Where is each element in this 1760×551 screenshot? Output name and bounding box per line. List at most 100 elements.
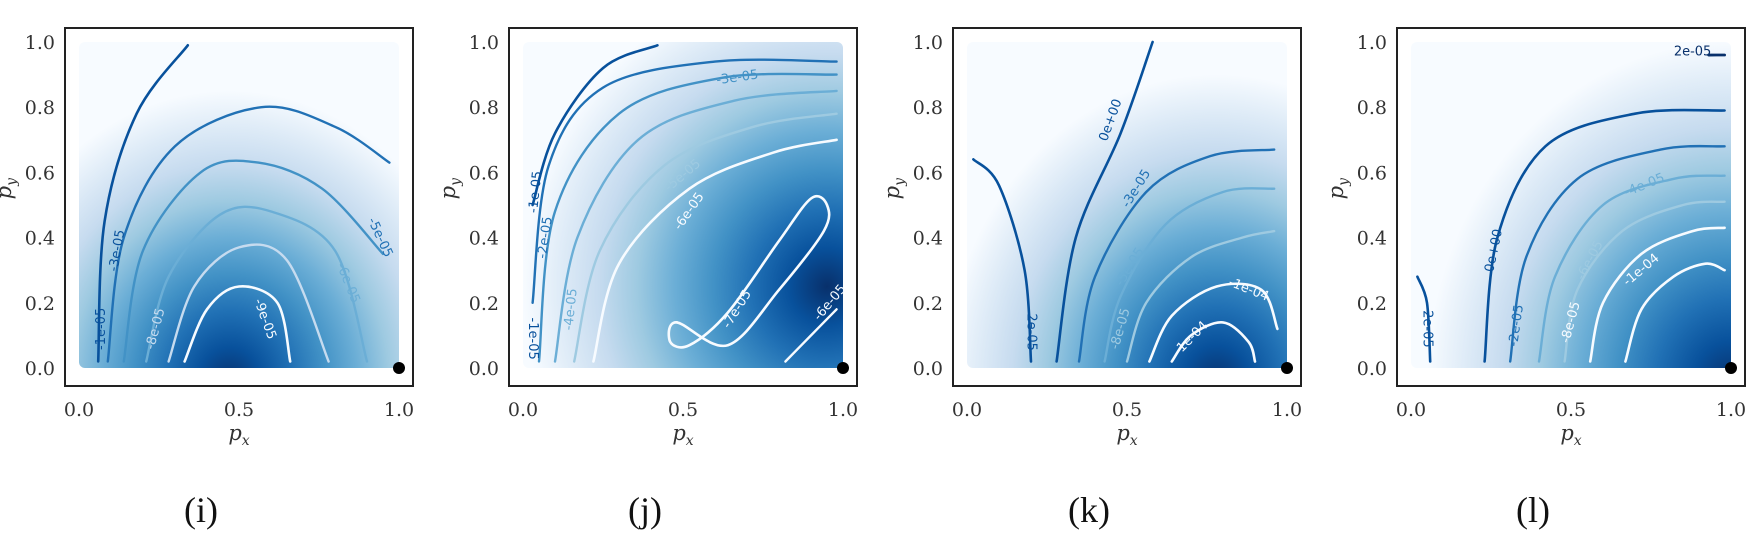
y-tick-label: 0.8	[25, 97, 55, 119]
y-tick-label: 1.0	[469, 32, 499, 54]
contour-line-6	[667, 194, 831, 349]
contour-line-0	[531, 44, 659, 207]
y-tick-label: 0.6	[913, 162, 943, 184]
contour-line-6	[1170, 321, 1257, 363]
y-tick-label: 0.2	[913, 293, 943, 315]
y-tick-label: 0.4	[25, 228, 55, 250]
contour-line-1	[531, 58, 838, 304]
y-tick-label: 0.6	[469, 162, 499, 184]
heatmap-surface	[967, 42, 1287, 368]
panel-1: -1e-05-2e-05-3e-05-4e-05-5e-05-6e-05-7e-…	[436, 27, 858, 530]
y-tick-label: 0.0	[469, 358, 499, 380]
panel-caption: (l)	[1516, 490, 1550, 530]
contour-line-2	[122, 159, 385, 363]
contour-label: -1e-05	[525, 318, 540, 360]
contour-line-6	[1624, 262, 1726, 363]
x-axis-label: px	[228, 421, 249, 449]
x-axis-label: px	[1116, 421, 1137, 449]
optimum-marker	[837, 362, 849, 374]
contour-line-3	[1537, 174, 1726, 363]
x-tick-label: 1.0	[1272, 399, 1302, 421]
contour-line-5	[1148, 282, 1279, 363]
contour-line-2	[1077, 148, 1276, 363]
contour-line-3	[553, 89, 838, 363]
contour-label: 2e-05	[1420, 310, 1435, 348]
y-tick-label: 0.6	[1357, 162, 1387, 184]
y-tick-label: 0.0	[913, 358, 943, 380]
contour-label: -1e-05	[94, 308, 109, 350]
x-axis-label: px	[1560, 421, 1581, 449]
y-axis-label: py	[0, 177, 20, 199]
y-tick-label: 0.2	[1357, 293, 1387, 315]
y-tick-label: 0.8	[913, 97, 943, 119]
contour-line-0	[972, 158, 1033, 363]
heatmap-surface	[1411, 42, 1731, 368]
panel-2: 2e-050e+00-3e-05-5e-05-8e-05-1e-04-1e-04…	[880, 27, 1302, 530]
x-tick-label: 0.0	[1396, 399, 1426, 421]
contour-line-4	[1563, 200, 1726, 363]
x-tick-label: 0.5	[668, 399, 698, 421]
contour-line-4	[1125, 229, 1276, 363]
contour-line-0	[1416, 275, 1432, 363]
contour-label: 2e-05	[1024, 313, 1039, 351]
contour-label: 2e-05	[1674, 44, 1712, 59]
contour-label: -4e-05	[561, 288, 580, 332]
optimum-marker	[393, 362, 405, 374]
panel-caption: (i)	[184, 490, 218, 530]
y-axis-label: py	[880, 177, 908, 199]
y-tick-label: 1.0	[25, 32, 55, 54]
axes-frame	[64, 27, 414, 387]
contour-line-2	[1509, 144, 1726, 363]
axes-frame	[952, 27, 1302, 387]
x-tick-label: 1.0	[828, 399, 858, 421]
y-tick-label: 0.6	[25, 162, 55, 184]
panel-caption: (k)	[1068, 490, 1110, 530]
x-tick-label: 0.0	[508, 399, 538, 421]
contour-line-7	[784, 308, 838, 363]
y-tick-label: 1.0	[1357, 32, 1387, 54]
contour-line-5	[592, 138, 838, 363]
x-tick-label: 0.5	[224, 399, 254, 421]
contour-label: -2e-05	[1506, 304, 1527, 348]
y-tick-label: 0.2	[25, 293, 55, 315]
x-tick-label: 1.0	[1716, 399, 1746, 421]
contour-line-2	[537, 72, 838, 363]
contour-line-0	[96, 44, 190, 363]
contour-line-1	[1483, 108, 1726, 363]
contour-label: -3e-05	[715, 67, 759, 88]
y-tick-label: 0.4	[469, 228, 499, 250]
contour-label: -2e-05	[535, 216, 556, 260]
contour-line-1	[106, 105, 391, 363]
y-axis-label: py	[1324, 177, 1352, 199]
panel-0: -1e-05-3e-05 -5e-05-6e-05-8e-05 -9e-050.0 0…	[0, 27, 414, 530]
contour-line-3	[1103, 187, 1276, 363]
y-tick-label: 0.4	[1357, 228, 1387, 250]
optimum-marker	[1281, 362, 1293, 374]
contour-line-4	[573, 112, 838, 363]
contour-label: -1e-05	[526, 170, 545, 214]
x-tick-label: 1.0	[384, 399, 414, 421]
contour-line-5	[1588, 226, 1726, 363]
axes-frame	[1396, 27, 1746, 387]
axes-frame	[508, 27, 858, 387]
y-tick-label: 0.4	[913, 228, 943, 250]
heatmap-surface	[79, 42, 399, 368]
x-tick-label: 0.0	[952, 399, 982, 421]
y-axis-label: py	[436, 177, 464, 199]
y-tick-label: 0.8	[1357, 97, 1387, 119]
y-tick-label: 0.0	[1357, 358, 1387, 380]
y-tick-label: 0.8	[469, 97, 499, 119]
y-tick-label: 0.2	[469, 293, 499, 315]
x-tick-label: 0.0	[64, 399, 94, 421]
y-tick-label: 1.0	[913, 32, 943, 54]
x-tick-label: 0.5	[1112, 399, 1142, 421]
panel-3: 2e-052e-050e+00-2e-05-4e-05-6e-05-8e-05-…	[1324, 27, 1746, 530]
contour-line-5	[183, 285, 292, 363]
y-tick-label: 0.0	[25, 358, 55, 380]
x-tick-label: 0.5	[1556, 399, 1586, 421]
contour-line-3	[145, 205, 369, 363]
optimum-marker	[1725, 362, 1737, 374]
panel-caption: (j)	[628, 490, 662, 530]
x-axis-label: px	[672, 421, 693, 449]
